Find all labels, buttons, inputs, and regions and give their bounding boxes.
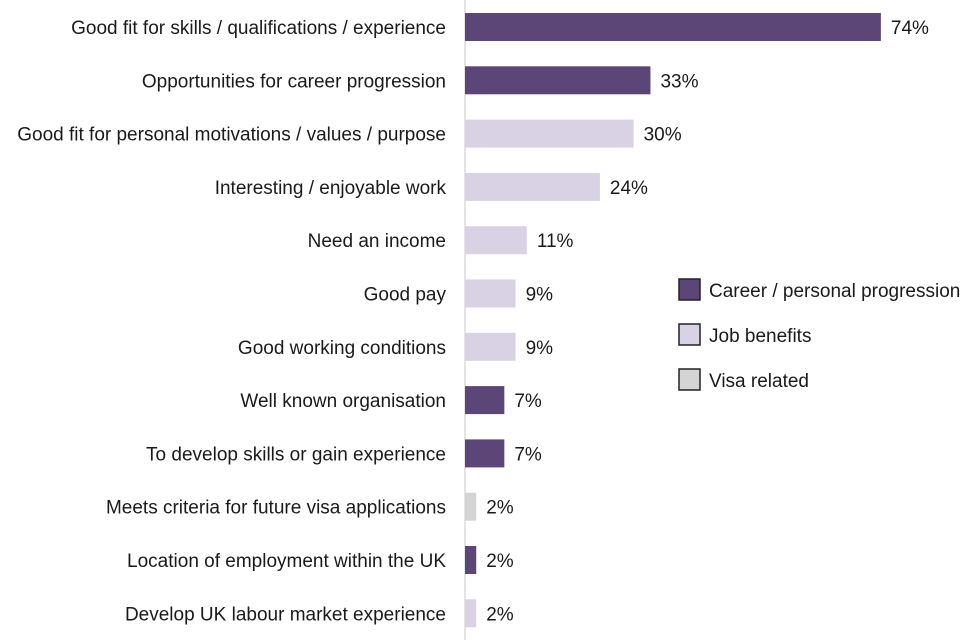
value-label: 2% [486,551,514,572]
value-label: 11% [537,231,574,252]
bar [465,66,651,95]
bar [465,386,505,415]
value-label: 9% [526,285,554,306]
value-label: 24% [610,178,648,199]
bar [465,172,600,201]
legend-swatch [678,323,701,346]
legend: Career / personal progression Job benefit… [678,278,960,392]
value-label: 33% [660,71,698,92]
category-label: Location of employment within the UK [127,551,446,572]
bar [465,439,505,468]
category-label: Meets criteria for future visa applicati… [106,498,446,519]
bar [465,119,634,148]
legend-label: Job benefits [709,326,811,347]
category-label: Well known organisation [240,391,446,412]
bar [465,13,881,41]
value-label: 7% [514,391,542,412]
category-label: Interesting / enjoyable work [215,178,447,199]
bars [465,13,881,628]
value-label: 7% [514,444,542,465]
category-label: Good pay [364,285,447,306]
legend-swatch [678,278,701,301]
category-label: Good working conditions [238,338,446,359]
bar [465,279,516,308]
value-labels: 74% 33% 30% 24% 11% 9% 9% 7% 7% 2% 2% 2% [486,18,929,625]
category-label: To develop skills or gain experience [146,444,446,465]
value-label: 74% [891,18,929,39]
category-label: Need an income [308,231,446,252]
value-label: 2% [486,604,514,625]
bar [465,226,527,255]
bar [465,332,516,361]
legend-label: Visa related [709,371,809,392]
bar [465,599,477,628]
category-label: Good fit for skills / qualifications / e… [71,18,446,39]
category-label: Opportunities for career progression [142,71,446,92]
bar [465,546,477,574]
legend-swatch [678,368,701,391]
category-labels: Good fit for skills / qualifications / e… [17,18,446,625]
category-label: Develop UK labour market experience [125,604,446,625]
legend-label: Career / personal progression [709,281,960,302]
value-label: 9% [526,338,554,359]
category-label: Good fit for personal motivations / valu… [17,125,446,146]
bar [465,492,477,521]
value-label: 30% [644,125,682,146]
value-label: 2% [486,498,514,519]
